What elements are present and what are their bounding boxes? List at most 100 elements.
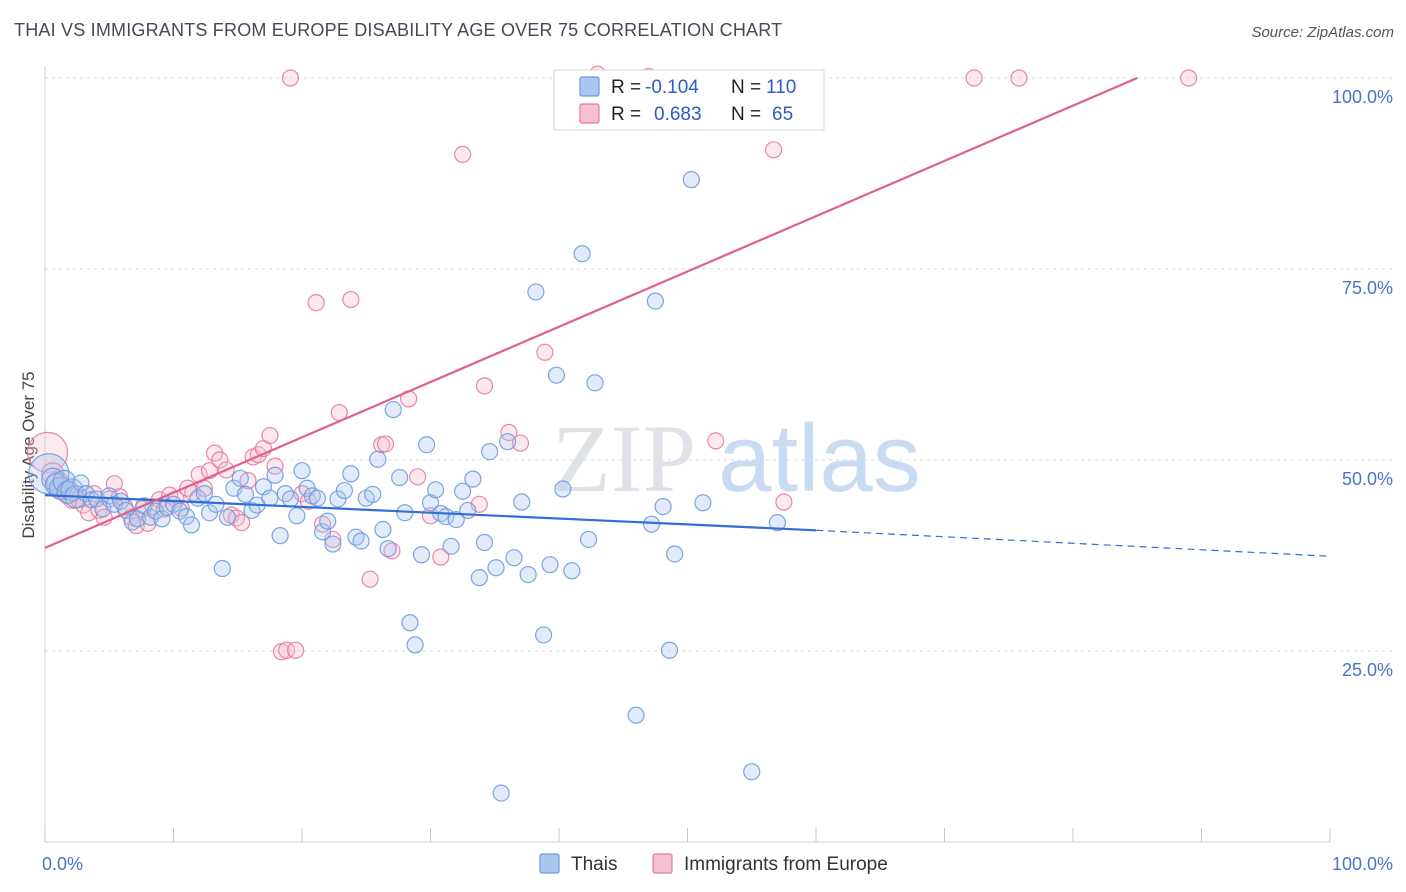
thais-point xyxy=(352,532,370,550)
thais-point xyxy=(342,465,360,483)
thais-point xyxy=(768,514,787,532)
europe-point xyxy=(26,431,69,473)
thais-point xyxy=(487,559,505,577)
legend-swatch-thais xyxy=(579,76,600,97)
thais-point xyxy=(123,513,141,531)
thais-point xyxy=(563,562,581,580)
series-legend-label-thais: Thais xyxy=(571,854,617,875)
europe-point xyxy=(536,343,554,361)
trend-line-thais-extension xyxy=(815,529,1331,557)
thais-point xyxy=(442,537,460,555)
thais-point xyxy=(369,450,387,468)
thais-point xyxy=(418,436,436,454)
europe-point xyxy=(361,570,379,588)
y-tick-label: 50.0% xyxy=(1342,469,1393,489)
thais-point xyxy=(324,535,342,553)
thais-point xyxy=(505,549,523,567)
series-legend-label-europe: Immigrants from Europe xyxy=(684,854,888,875)
series-legend-swatch-thais xyxy=(539,853,560,874)
chart-title: THAI VS IMMIGRANTS FROM EUROPE DISABILIT… xyxy=(14,20,783,40)
europe-point xyxy=(261,426,279,445)
thais-point xyxy=(288,507,306,525)
europe-point xyxy=(764,141,783,159)
thais-point xyxy=(534,626,553,644)
europe-point xyxy=(342,290,360,309)
europe-point xyxy=(1180,69,1198,87)
thais-point xyxy=(492,784,510,802)
europe-point xyxy=(227,509,246,527)
thais-point xyxy=(642,515,661,533)
legend-n-value-europe: 65 xyxy=(772,104,793,125)
thais-point xyxy=(694,494,712,512)
x-tick-label: 0.0% xyxy=(42,854,83,874)
thais-point xyxy=(682,171,700,189)
thais-point xyxy=(72,474,90,492)
series-europe-points xyxy=(26,65,1198,661)
y-tick-labels: 25.0% 50.0% 75.0% 100.0% xyxy=(1332,87,1393,680)
thais-point xyxy=(541,556,559,574)
x-tick-label: 100.0% xyxy=(1332,854,1393,874)
thais-point xyxy=(427,481,445,499)
chart-source: Source: ZipAtlas.com xyxy=(1251,24,1394,41)
thais-point xyxy=(513,493,531,511)
trend-lines xyxy=(44,76,1331,557)
thais-point xyxy=(481,442,499,461)
thais-point xyxy=(384,400,402,419)
europe-point xyxy=(707,432,725,450)
thais-point xyxy=(627,706,645,724)
thais-point xyxy=(646,292,664,310)
thais-point xyxy=(28,453,70,495)
europe-point xyxy=(281,69,300,87)
europe-point xyxy=(432,548,450,566)
thais-point xyxy=(231,469,249,487)
series-thais-points xyxy=(28,171,787,802)
thais-point xyxy=(579,530,598,549)
trend-line-europe xyxy=(44,76,1138,549)
thais-point xyxy=(527,283,545,301)
legend-n-label-europe: N = xyxy=(731,104,761,125)
y-axis-label: Disability Age Over 75 xyxy=(19,371,38,538)
thais-point xyxy=(271,527,289,545)
thais-point xyxy=(177,507,195,526)
thais-point xyxy=(313,523,332,541)
thais-point xyxy=(112,492,130,510)
thais-point xyxy=(654,498,672,516)
europe-point xyxy=(475,377,494,395)
watermark-atlas: atlas xyxy=(718,405,921,512)
y-tick-label: 75.0% xyxy=(1342,278,1393,298)
legend-r-label-europe: R = xyxy=(611,104,641,125)
legend-n-label-thais: N = xyxy=(731,77,761,98)
europe-point xyxy=(286,641,305,659)
thais-point xyxy=(379,540,397,558)
thais-point xyxy=(213,559,231,578)
thais-point xyxy=(660,641,679,659)
europe-point xyxy=(376,435,395,453)
europe-point xyxy=(409,468,427,486)
thais-point xyxy=(374,520,392,539)
gridlines xyxy=(45,77,1395,652)
europe-point xyxy=(80,504,98,522)
series-legend-swatch-europe xyxy=(652,853,673,874)
correlation-legend: R = -0.104 N = 110 R = 0.683 N = 65 xyxy=(553,69,825,131)
thais-point xyxy=(573,245,591,263)
y-tick-label: 100.0% xyxy=(1332,87,1393,107)
thais-point xyxy=(391,468,409,487)
thais-point xyxy=(218,508,237,526)
thais-point xyxy=(666,545,684,563)
trend-line-thais xyxy=(44,494,817,532)
thais-point xyxy=(519,565,537,584)
watermark-zip: ZIP xyxy=(552,405,696,512)
thais-point xyxy=(454,482,472,500)
thais-point xyxy=(499,433,517,451)
europe-point xyxy=(307,294,325,312)
thais-point xyxy=(459,501,477,520)
thais-point xyxy=(401,614,419,632)
legend-swatch-europe xyxy=(579,103,600,124)
thais-point xyxy=(261,489,279,507)
thais-point xyxy=(182,516,201,534)
legend-r-value-thais: -0.104 xyxy=(645,77,699,98)
thais-point xyxy=(554,480,572,498)
europe-point xyxy=(277,641,296,659)
thais-point xyxy=(447,510,465,529)
